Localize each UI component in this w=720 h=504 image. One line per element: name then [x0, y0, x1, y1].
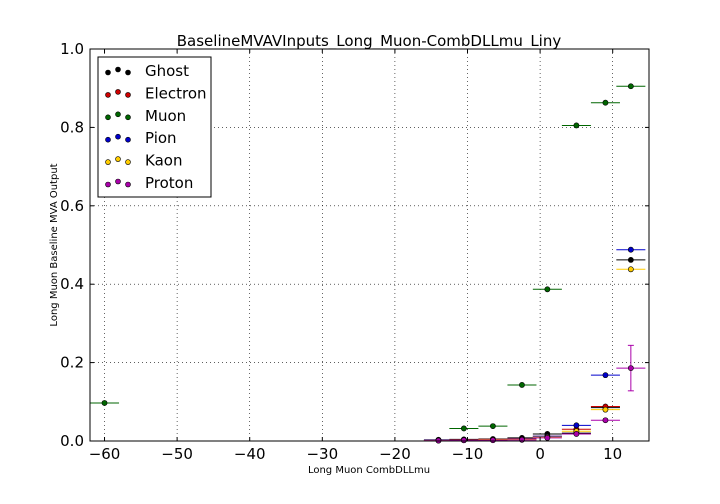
grid — [90, 48, 649, 442]
data-point — [519, 382, 525, 388]
legend-marker — [125, 159, 131, 165]
legend-marker — [105, 181, 111, 188]
legend-marker — [105, 159, 111, 165]
y-axis-label: Long Muon Baseline MVA Output — [49, 163, 60, 326]
y-tick-label: 0.0 — [60, 432, 84, 450]
chart-title: BaselineMVAVInputs_Long_Muon-CombDLLmu_L… — [177, 32, 562, 51]
legend-item-ghost: Ghost — [105, 62, 189, 80]
y-tick-label: 0.2 — [60, 354, 84, 372]
legend-label: Ghost — [145, 62, 189, 80]
legend-label: Muon — [145, 107, 186, 125]
y-tick-label: 1.0 — [60, 40, 84, 58]
legend-item-kaon: Kaon — [105, 152, 182, 170]
data-point — [573, 431, 580, 437]
data-point — [490, 437, 496, 444]
legend-marker — [125, 181, 131, 188]
legend-label: Electron — [145, 84, 207, 102]
x-tick-label: −40 — [234, 445, 266, 463]
data-point — [627, 83, 634, 90]
legend-marker — [125, 69, 131, 76]
legend: Ghost Electron Muon Pion Kaon Proton — [97, 56, 212, 198]
legend-label: Kaon — [145, 152, 182, 170]
legend-marker — [125, 114, 131, 121]
y-tick-label: 0.8 — [60, 118, 84, 136]
data-point — [627, 365, 634, 371]
legend-item-muon: Muon — [105, 107, 186, 125]
data-point — [101, 400, 108, 406]
x-tick-label: −50 — [161, 445, 193, 463]
y-tick-label: 0.4 — [60, 275, 84, 293]
data-point — [602, 417, 609, 424]
x-axis-label: Long Muon CombDLLmu — [308, 465, 430, 476]
data-point — [573, 122, 580, 129]
legend-item-pion: Pion — [105, 129, 177, 147]
series-muon — [90, 83, 646, 432]
x-tick-label: 10 — [603, 445, 622, 463]
data-point — [544, 434, 551, 441]
axes: −60 −50 −40 −30 −20 −10 0 10 0.0 0.2 0.4 0.6 0.8 1.0 — [60, 40, 649, 463]
series-ghost — [423, 256, 646, 443]
data-point — [490, 423, 496, 430]
series-kaon — [423, 266, 646, 444]
data-point — [627, 266, 634, 273]
legend-marker — [115, 89, 121, 95]
data-point — [627, 256, 634, 263]
data-layer — [90, 83, 646, 444]
data-point — [602, 99, 609, 106]
plot-frame — [89, 48, 650, 442]
data-point — [573, 422, 580, 429]
x-tick-label: −20 — [379, 445, 411, 463]
legend-marker — [115, 66, 121, 73]
legend-marker — [105, 136, 111, 143]
y-tick-label: 0.6 — [60, 197, 84, 215]
legend-marker — [125, 92, 131, 98]
data-point — [602, 372, 609, 379]
data-point — [460, 437, 467, 444]
legend-item-proton: Proton — [105, 174, 193, 192]
series-pion — [423, 246, 646, 444]
legend-label: Pion — [145, 129, 177, 147]
legend-item-electron: Electron — [105, 84, 207, 102]
x-tick-label: 0 — [535, 445, 545, 463]
legend-marker — [115, 178, 121, 185]
legend-box — [97, 56, 212, 198]
data-point — [519, 436, 525, 443]
legend-label: Proton — [145, 174, 193, 192]
x-tick-label: −60 — [89, 445, 121, 463]
data-point — [544, 286, 551, 293]
legend-marker — [115, 111, 121, 118]
data-point — [627, 246, 634, 253]
data-point — [602, 406, 609, 413]
legend-marker — [115, 133, 121, 140]
legend-marker — [115, 156, 121, 162]
legend-marker — [125, 136, 131, 143]
legend-marker — [105, 92, 111, 98]
legend-marker — [105, 69, 111, 76]
x-tick-label: −10 — [452, 445, 484, 463]
x-tick-label: −30 — [306, 445, 338, 463]
data-point — [460, 425, 467, 432]
legend-marker — [105, 114, 111, 121]
